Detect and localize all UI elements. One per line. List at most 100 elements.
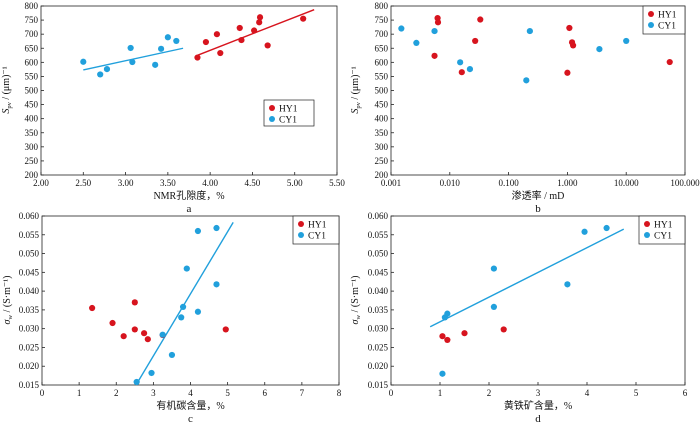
y-tick-label: 200	[25, 170, 39, 180]
y-tick-label: 0.025	[368, 342, 389, 352]
x-tick-label: 0	[389, 388, 394, 398]
x-tick-label: 8	[337, 388, 342, 398]
data-point-cy1	[173, 37, 180, 45]
legend-marker-cy1	[644, 232, 650, 238]
data-point-cy1	[194, 308, 202, 315]
y-tick-label: 0.040	[368, 286, 389, 296]
y-tick-label: 550	[375, 71, 389, 81]
legend-marker-cy1	[269, 116, 275, 122]
y-tick-label: 0.015	[19, 380, 40, 390]
data-point-hy1	[264, 42, 271, 49]
y-tick-label: 500	[25, 86, 39, 96]
y-tick-label: 0.020	[19, 361, 40, 371]
data-point-cy1	[213, 281, 220, 288]
data-point-hy1	[569, 42, 577, 49]
legend-box	[638, 215, 686, 245]
y-tick-label: 600	[25, 57, 39, 67]
y-tick-label: 0.030	[368, 324, 389, 334]
y-tick-label: 800	[375, 1, 389, 11]
data-point-hy1	[202, 38, 210, 46]
y-tick-label: 0.050	[368, 249, 389, 259]
y-tick-label: 450	[25, 100, 39, 110]
data-point-cy1	[490, 303, 497, 310]
y-tick-label: 0.055	[368, 230, 389, 240]
fit-line-cy1	[429, 228, 625, 328]
y-tick-label: 0.055	[19, 230, 40, 240]
panel-a: 2.00 2.50 3.00 3.50 4.00 4.50 5.00 5.50 200 250 30…	[1, 1, 345, 215]
y-tick-label: 0.060	[19, 211, 40, 221]
x-tick-label: 4.00	[202, 178, 218, 188]
data-point-hy1	[566, 24, 573, 32]
y-tick-label: 0.040	[19, 286, 40, 296]
legend-label-cy1: CY1	[279, 116, 297, 126]
y-tick-label: 800	[25, 1, 39, 11]
y-tick-label: 250	[375, 156, 389, 166]
y-axis-label: σw / (S·m⁻¹)	[350, 275, 362, 324]
x-tick-label: 3.00	[118, 178, 134, 188]
data-point-cy1	[168, 351, 176, 359]
data-point-hy1	[238, 36, 245, 44]
data-point-hy1	[444, 336, 451, 344]
legend-box	[292, 215, 340, 245]
legend-marker-hy1	[269, 105, 275, 111]
panel-c: 0 1 2 3 4 5 6 7 8 0.015 0.020 0.025 0.030 0.035 0.040 0…	[2, 211, 342, 423]
data-point-cy1	[466, 65, 474, 73]
legend-marker-hy1	[298, 221, 304, 227]
x-tick-label: 6	[263, 388, 268, 398]
y-tick-label: 700	[25, 29, 39, 39]
x-tick-label: 5	[634, 388, 639, 398]
data-point-hy1	[131, 299, 138, 306]
data-point-hy1	[213, 31, 221, 38]
legend-label-hy1: HY1	[279, 105, 298, 115]
legend-label-hy1: HY1	[308, 221, 327, 231]
data-point-cy1	[623, 37, 630, 45]
panel-label: b	[535, 203, 541, 215]
x-tick-label: 4.50	[245, 178, 261, 188]
x-tick-label: 10.000	[614, 178, 639, 188]
y-tick-label: 0.035	[19, 305, 40, 315]
panel-label: c	[188, 413, 193, 423]
x-tick-label: 5.50	[329, 178, 345, 188]
y-tick-label: 0.060	[368, 211, 389, 221]
y-tick-label: 400	[375, 114, 389, 124]
legend-marker-cy1	[298, 232, 304, 238]
data-point-cy1	[490, 265, 497, 272]
x-axis-label: 渗透率 / mD	[512, 189, 565, 202]
data-point-cy1	[398, 25, 405, 32]
x-tick-label: 0.100	[498, 178, 519, 188]
legend-box	[642, 5, 686, 35]
data-point-cy1	[129, 58, 136, 66]
legend-marker-hy1	[644, 221, 650, 227]
legend-label-cy1: CY1	[654, 232, 672, 242]
plot-frame	[40, 5, 338, 176]
x-tick-label: 2	[487, 388, 492, 398]
data-point-cy1	[183, 265, 190, 272]
data-point-hy1	[256, 14, 264, 21]
data-point-hy1	[217, 49, 224, 57]
y-tick-label: 750	[375, 15, 389, 25]
y-tick-label: 0.045	[368, 267, 389, 277]
data-point-cy1	[148, 369, 155, 377]
y-axis-label: σw / (S·m⁻¹)	[2, 275, 14, 324]
data-point-cy1	[526, 27, 533, 35]
data-point-cy1	[179, 303, 187, 310]
y-tick-label: 700	[375, 29, 389, 39]
data-point-cy1	[581, 228, 588, 235]
y-tick-label: 200	[375, 170, 389, 180]
data-point-hy1	[564, 69, 571, 76]
data-point-hy1	[236, 24, 243, 32]
data-point-hy1	[431, 52, 438, 59]
x-tick-label: 1	[438, 388, 443, 398]
data-point-hy1	[144, 336, 151, 343]
x-tick-label: 5	[225, 388, 230, 398]
x-tick-label: 1.000	[557, 178, 578, 188]
x-tick-label: 0	[40, 388, 45, 398]
data-point-hy1	[434, 19, 442, 26]
data-point-cy1	[80, 58, 87, 65]
data-point-cy1	[439, 370, 446, 377]
y-tick-label: 350	[375, 128, 389, 138]
data-point-cy1	[603, 224, 610, 232]
x-tick-label: 1	[77, 388, 82, 398]
x-tick-label: 2.00	[33, 178, 49, 188]
